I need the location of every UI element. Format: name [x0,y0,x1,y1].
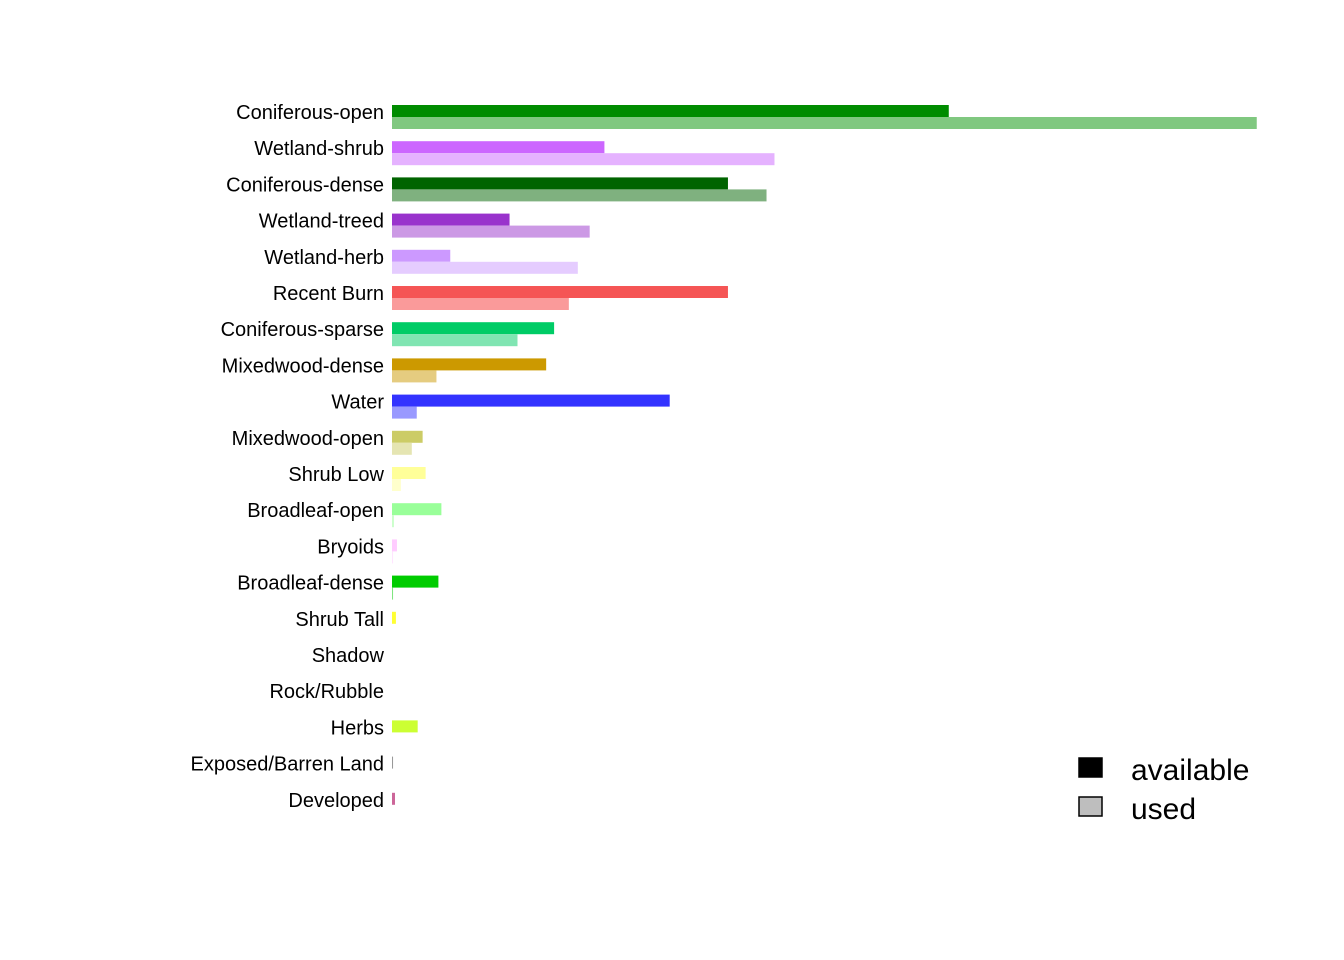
bar-available-herbs [392,720,418,733]
category-label-mixedwood-dense: Mixedwood-dense [222,355,384,377]
bar-used-wetland-treed [392,225,590,238]
category-label-rock-rubble: Rock/Rubble [269,681,384,703]
category-label-wetland-treed: Wetland-treed [259,211,384,233]
category-labels: Coniferous-open Wetland-shrub Coniferous-d… [191,102,385,812]
bar-used-mixedwood-dense [392,370,437,383]
bar-available-exposed-barren-land [392,756,394,769]
legend-label-available: available [1131,754,1249,787]
bar-used-coniferous-open [392,117,1257,129]
bar-used-bryoids [392,551,394,564]
bar-available-wetland-herb [392,249,451,262]
category-label-coniferous-sparse: Coniferous-sparse [221,319,384,341]
bar-available-mixedwood-open [392,430,423,443]
legend-swatch-used [1078,796,1103,817]
category-label-coniferous-open: Coniferous-open [236,102,384,124]
bar-used-coniferous-dense [392,189,767,202]
bar-available-mixedwood-dense [392,358,547,371]
bar-used-wetland-shrub [392,153,775,166]
category-label-shrub-low: Shrub Low [288,464,384,486]
category-label-wetland-herb: Wetland-herb [264,247,384,269]
legend-label-used: used [1131,793,1196,826]
category-label-shadow: Shadow [312,645,385,667]
bar-available-shrub-low [392,467,426,479]
legend-swatch-available [1078,757,1103,778]
bar-used-shrub-low [392,479,401,491]
bar-used-recent-burn [392,298,569,310]
category-label-developed: Developed [288,790,384,812]
category-label-wetland-shrub: Wetland-shrub [254,138,384,160]
bar-available-coniferous-open [392,105,949,117]
bar-available-recent-burn [392,286,728,298]
bar-available-broadleaf-dense [392,575,439,588]
bar-available-coniferous-dense [392,177,728,190]
bar-available-shrub-tall [392,611,396,624]
category-label-broadleaf-open: Broadleaf-open [247,500,384,522]
category-label-exposed-barren-land: Exposed/Barren Land [191,754,384,776]
bar-used-mixedwood-open [392,442,412,455]
bar-available-wetland-treed [392,213,510,226]
category-label-mixedwood-open: Mixedwood-open [232,428,384,450]
bar-used-coniferous-sparse [392,334,518,347]
bar-used-broadleaf-open [392,515,394,528]
category-label-bryoids: Bryoids [317,536,384,558]
category-label-recent-burn: Recent Burn [273,283,384,305]
category-label-water: Water [331,392,384,414]
bar-available-wetland-shrub [392,141,605,154]
category-label-herbs: Herbs [331,717,384,739]
category-label-broadleaf-dense: Broadleaf-dense [237,573,384,595]
bar-available-bryoids [392,539,397,552]
category-label-shrub-tall: Shrub Tall [295,609,384,631]
bar-available-coniferous-sparse [392,322,555,335]
category-label-coniferous-dense: Coniferous-dense [226,174,384,196]
bar-available-water [392,394,670,407]
bars [392,105,1257,805]
bar-used-wetland-herb [392,261,578,274]
bar-available-developed [392,792,395,805]
legend: available used [1078,754,1249,826]
bar-used-water [392,406,417,419]
bar-available-broadleaf-open [392,503,442,516]
bar-used-broadleaf-dense [392,587,394,600]
